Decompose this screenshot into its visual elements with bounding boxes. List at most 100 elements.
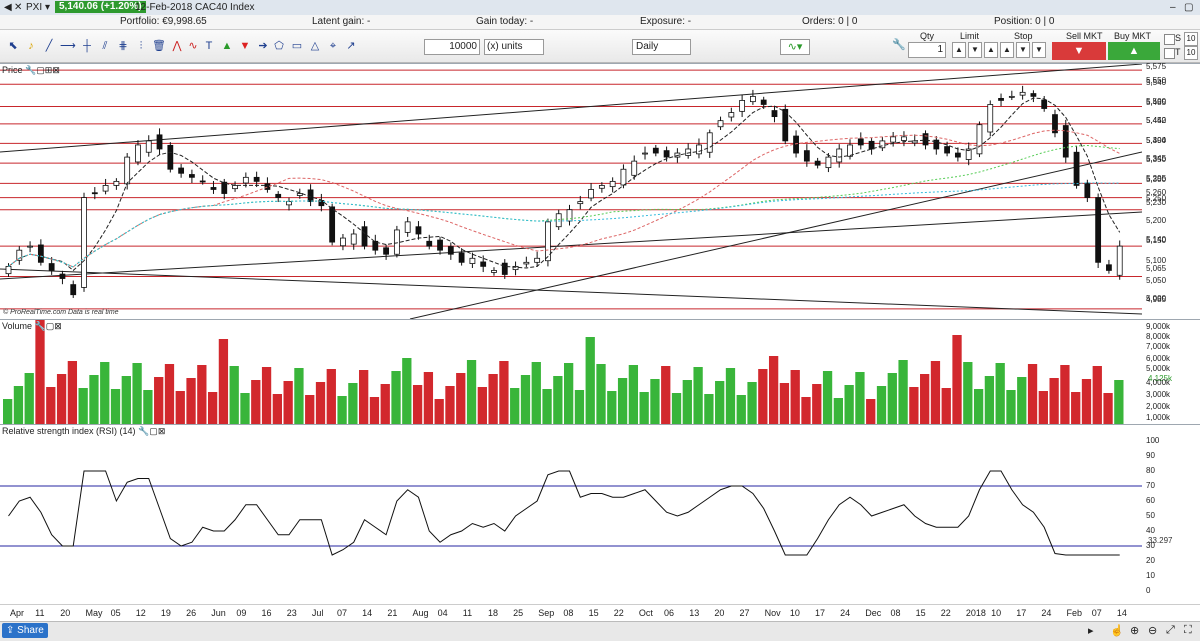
buy-arrow-icon[interactable]: ▲: [221, 40, 233, 52]
price-change-badge: 5,140.06 (+1.20%): [55, 1, 146, 13]
volume-bar: [218, 339, 229, 424]
price-chart[interactable]: [0, 64, 1142, 319]
price-tick-label: 5,485: [1146, 98, 1167, 107]
volume-bar: [747, 382, 757, 424]
chevron-down-icon[interactable]: ▾: [45, 2, 51, 13]
volume-bar: [251, 380, 261, 424]
qty-input[interactable]: 1: [908, 42, 946, 58]
rectangle-icon[interactable]: ▭: [291, 40, 303, 52]
s-value[interactable]: 10: [1184, 32, 1198, 46]
window-close-icon[interactable]: ✕: [14, 2, 23, 13]
stop-order-icon[interactable]: ▼: [1032, 42, 1046, 58]
minimize-icon[interactable]: –: [1170, 2, 1176, 13]
trendline-icon[interactable]: ╱: [45, 40, 53, 52]
pattern-icon[interactable]: ⋀: [172, 40, 182, 52]
limit-sell-icon[interactable]: ▼: [968, 42, 982, 58]
candle-body: [242, 176, 249, 184]
triangle-icon[interactable]: △: [310, 40, 320, 52]
fit-icon[interactable]: ⤢: [1166, 624, 1175, 636]
volume-bar: [315, 382, 326, 424]
orders: Orders: 0 | 0: [802, 16, 858, 27]
line-tool-icon[interactable]: ↗: [346, 40, 356, 52]
zoom-in-icon[interactable]: ⊕: [1130, 625, 1140, 637]
volume-bar: [844, 385, 854, 424]
cursor-icon[interactable]: ⬉: [8, 40, 18, 52]
vertical-line-icon[interactable]: ┼: [83, 40, 91, 52]
panel-close-icon[interactable]: ⊠: [54, 321, 62, 331]
panel-maximize-icon[interactable]: ▢: [36, 65, 45, 75]
alert-bell-icon[interactable]: ♪: [28, 40, 34, 52]
stop-buy-icon[interactable]: ▲: [1000, 42, 1014, 58]
rsi-chart[interactable]: [0, 425, 1142, 605]
price-tick-label: 5,250: [1146, 194, 1167, 203]
rsi-panel-header: Relative strength index (RSI) (14) 🔧▢⊠: [2, 426, 165, 437]
text-icon[interactable]: T: [205, 40, 213, 52]
delete-icon[interactable]: 🗑: [152, 40, 166, 52]
limit-order-icon[interactable]: ▲: [984, 42, 998, 58]
quantity-input[interactable]: 10000: [424, 39, 480, 55]
sell-market-button[interactable]: ▼: [1052, 42, 1106, 60]
volume-chart[interactable]: [0, 320, 1142, 424]
panel-settings-icon[interactable]: 🔧: [25, 65, 37, 75]
volume-bar: [682, 380, 692, 424]
ray-icon[interactable]: ⟶: [60, 40, 76, 52]
panel-close-icon[interactable]: ⊠: [52, 65, 60, 75]
polygon-icon[interactable]: ⬠: [274, 40, 284, 52]
date-tick-label: 20: [60, 608, 71, 618]
fibonacci-icon[interactable]: ⋕: [118, 40, 128, 52]
share-button[interactable]: ⇪ Share: [2, 623, 48, 638]
wave-icon[interactable]: ∿: [188, 40, 198, 52]
panel-maximize-icon[interactable]: ▢: [45, 321, 55, 331]
timeframe-select[interactable]: Daily: [632, 39, 691, 55]
panel-close-icon[interactable]: ⊠: [157, 426, 166, 436]
indicators-icon[interactable]: ∿▾: [780, 39, 810, 55]
limit-buy-icon[interactable]: ▲: [952, 42, 966, 58]
panel-add-icon[interactable]: ⊞: [44, 65, 53, 75]
t-value[interactable]: 10: [1184, 46, 1198, 60]
stop-checkbox[interactable]: [1164, 34, 1175, 45]
play-icon[interactable]: ▸: [1088, 625, 1094, 637]
zoom-out-icon[interactable]: ⊖: [1148, 625, 1158, 637]
rsi-axis[interactable]: 100 90 80 70 60 50 40 33.297 30 20 10 0: [1142, 425, 1200, 605]
date-tick-label: 18: [487, 608, 498, 618]
panel-settings-icon[interactable]: 🔧: [34, 321, 46, 331]
date-tick-label: 26: [186, 608, 197, 618]
volume-bar: [963, 362, 973, 424]
target-checkbox[interactable]: [1164, 48, 1175, 59]
maximize-icon[interactable]: ▢: [1184, 2, 1194, 13]
panel-maximize-icon[interactable]: ▢: [149, 426, 158, 436]
date-tick-label: 2018: [965, 608, 986, 618]
candle-body: [803, 150, 810, 162]
units-select[interactable]: (x) units: [484, 39, 544, 55]
volume-bar: [499, 361, 509, 424]
pointer-icon[interactable]: ☝: [1110, 625, 1124, 637]
candle-body: [620, 168, 627, 186]
gain-today: Gain today: -: [476, 16, 534, 27]
pitchfork-icon[interactable]: ⫶: [139, 40, 143, 52]
price-axis[interactable]: 5,575 5,540 5,550 5,485 5,500 5,442 5,450 5,394…: [1142, 62, 1200, 319]
volume-bar: [100, 362, 110, 424]
volume-panel: Volume 🔧▢⊠ 9,000k 8,000k 7,000k 6,000k 5,000…: [0, 319, 1200, 424]
arrow-right-icon[interactable]: ➔: [258, 40, 268, 52]
date-axis[interactable]: Apr 11 20 May 05 12 19 26 Jun 09 16 23 Jul 07 14 21 Aug 0…: [0, 604, 1200, 622]
date-tick-label: 16: [261, 608, 272, 618]
sell-arrow-icon[interactable]: ▼: [239, 40, 251, 52]
fullscreen-icon[interactable]: ⛶: [1184, 624, 1192, 636]
buy-market-button[interactable]: ▲: [1108, 42, 1160, 60]
date-tick-label: 20: [714, 608, 725, 618]
volume-bar: [337, 396, 347, 424]
measure-icon[interactable]: ⌖: [329, 40, 337, 52]
portfolio-info-bar: Portfolio: €9,998.65 Latent gain: - Gain…: [0, 15, 1200, 30]
volume-tick-label: 5,000k: [1146, 364, 1171, 373]
candle-body: [890, 136, 897, 143]
panel-settings-icon[interactable]: 🔧: [138, 426, 150, 436]
volume-bar: [984, 376, 995, 424]
candle-body: [1084, 182, 1091, 198]
menu-icon[interactable]: ◀: [4, 2, 12, 13]
date-tick-label: 04: [437, 608, 448, 618]
price-panel: Price 🔧▢⊞⊠ © ProRealTime.com Data is rea…: [0, 62, 1200, 319]
wrench-icon[interactable]: 🔧: [892, 39, 906, 51]
channel-icon[interactable]: ⫽: [102, 40, 108, 52]
volume-axis[interactable]: 9,000k 8,000k 7,000k 6,000k 5,000k 4,125k 4,00…: [1142, 320, 1200, 424]
stop-sell-icon[interactable]: ▼: [1016, 42, 1030, 58]
